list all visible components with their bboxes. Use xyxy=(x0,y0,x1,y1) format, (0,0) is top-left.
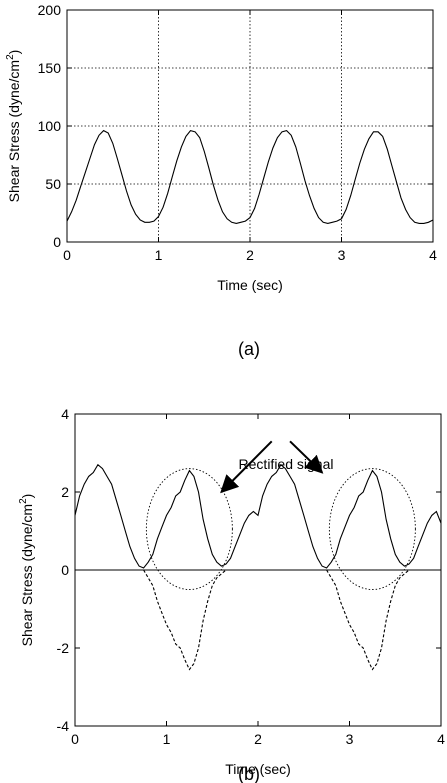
panel-b-x-tick-label: 3 xyxy=(346,731,354,747)
panel-a-y-tick-label: 150 xyxy=(38,60,62,76)
panel-b-ticks: 0 1 2 3 4 -4 -2 0 2 4 xyxy=(57,406,446,747)
panel-b-y-tick-label: -2 xyxy=(57,640,70,656)
panel-b-label: (b) xyxy=(238,764,260,783)
panel-a-series xyxy=(66,129,434,224)
panel-a-x-tick-label: 1 xyxy=(155,247,163,263)
panel-b-chart: 0 1 2 3 4 -4 -2 0 2 4 Rectified signal Time (sec)… xyxy=(18,406,445,783)
panel-b-x-tick-label: 0 xyxy=(71,731,79,747)
panel-b-y-axis-label-close: ) xyxy=(19,494,35,499)
panel-a-chart: 0 1 2 3 4 0 50 100 150 200 Time (sec) Shear Stres… xyxy=(5,2,437,359)
panel-b-series-line-dashed-1 xyxy=(143,569,227,671)
panel-b-series-line-dashed-2 xyxy=(326,569,410,671)
panel-a-x-tick-label: 4 xyxy=(429,247,437,263)
panel-a-series-line-solid-0 xyxy=(66,129,434,224)
panel-a-y-tick-label: 200 xyxy=(38,2,62,18)
panel-b-series xyxy=(74,463,442,671)
panel-a-y-tick-label: 50 xyxy=(45,176,61,192)
panel-b-y-tick-label: 2 xyxy=(61,484,69,500)
panel-b-x-axis-label: Time (sec) xyxy=(225,761,291,777)
panel-b-x-tick-label: 1 xyxy=(163,731,171,747)
panel-a-y-axis-label-main: Shear Stress (dyne/cm xyxy=(6,60,22,202)
panel-a-y-tick-label: 100 xyxy=(38,118,62,134)
panel-a-y-axis-label-close: ) xyxy=(6,50,22,55)
panel-b-x-tick-label: 4 xyxy=(437,731,445,747)
panel-a-y-tick-label: 0 xyxy=(53,234,61,250)
panel-a-y-axis-label-sup: 2 xyxy=(5,54,16,60)
panel-b-y-tick-label: 0 xyxy=(61,562,69,578)
panel-a-ticks: 0 1 2 3 4 0 50 100 150 200 xyxy=(38,2,437,263)
panel-a-x-axis-label: Time (sec) xyxy=(217,277,283,293)
panel-a-label: (a) xyxy=(238,339,260,359)
panel-b-y-axis-label: Shear Stress (dyne/cm2) xyxy=(18,494,35,647)
panel-a-x-tick-label: 2 xyxy=(246,247,254,263)
panel-a-x-tick-label: 0 xyxy=(63,247,71,263)
panel-b-y-axis-label-main: Shear Stress (dyne/cm xyxy=(19,504,35,646)
panel-a-y-axis-label: Shear Stress (dyne/cm2) xyxy=(5,50,22,203)
rectified-region-ellipse xyxy=(328,468,416,590)
rectified-signal-annotation: Rectified signal xyxy=(239,456,334,472)
panel-b-y-tick-label: -4 xyxy=(57,718,70,734)
panel-b-x-tick-label: 2 xyxy=(254,731,262,747)
panel-a-gridlines xyxy=(67,10,433,242)
panel-b-y-tick-label: 4 xyxy=(61,406,69,422)
annotation-arrow xyxy=(289,440,324,474)
panel-b-series-line-solid-0 xyxy=(74,463,442,569)
annotation-arrow xyxy=(220,440,273,494)
panel-a-x-tick-label: 3 xyxy=(338,247,346,263)
rectified-region-ellipse xyxy=(145,468,233,590)
panel-b-y-axis-label-sup: 2 xyxy=(18,498,29,504)
panel-b-annotations xyxy=(75,440,441,590)
